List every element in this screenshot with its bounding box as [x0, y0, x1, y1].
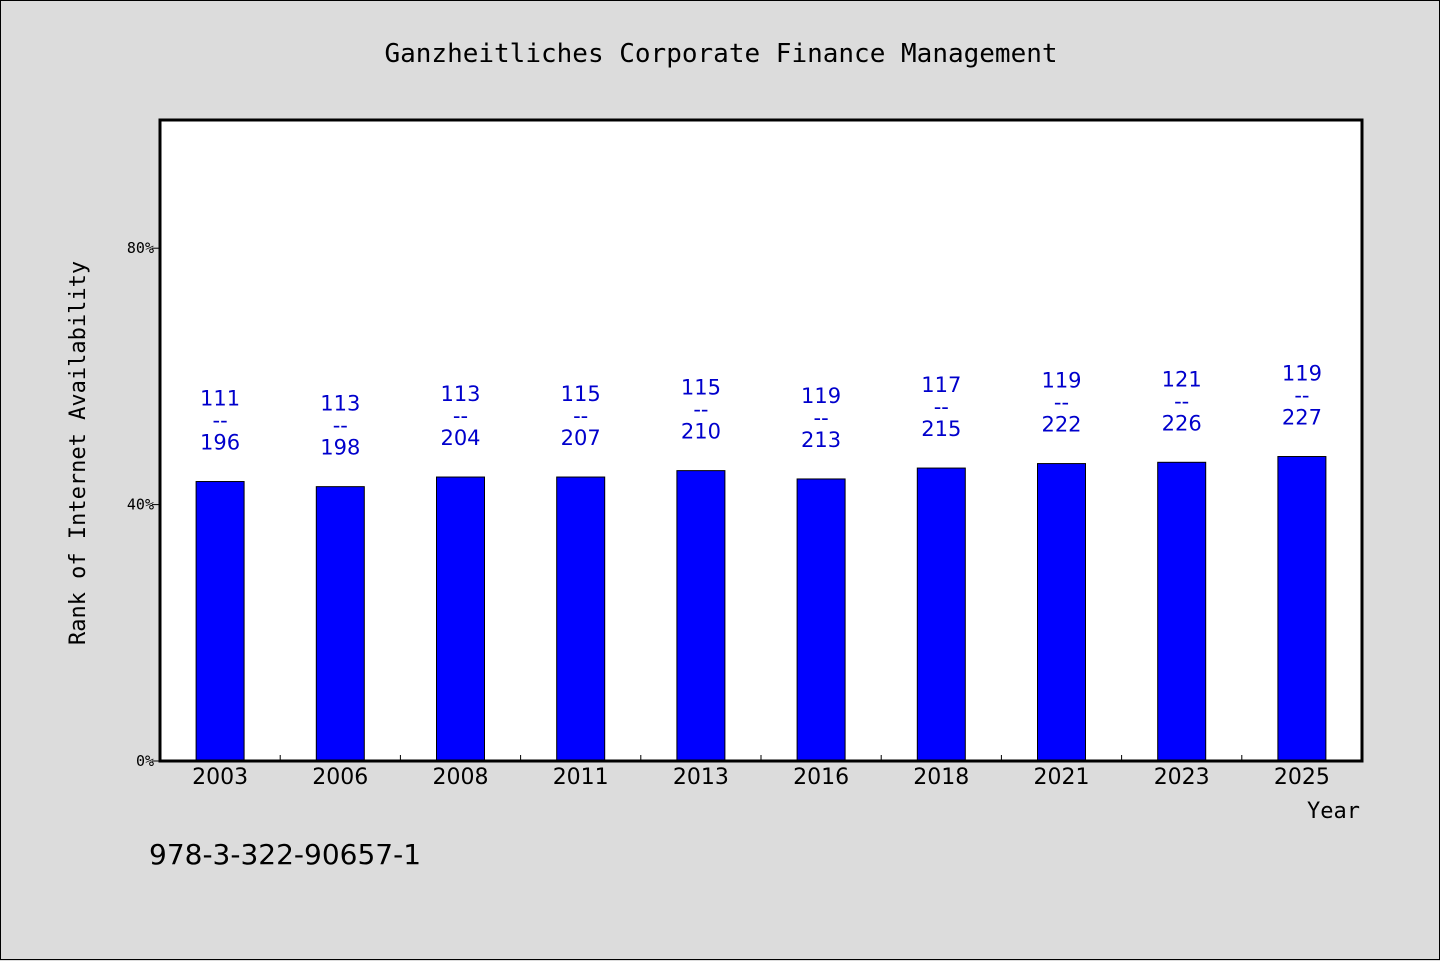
data-label-top: 119	[1041, 369, 1081, 393]
x-tick-label: 2023	[1154, 765, 1210, 790]
data-label-separator: --	[1054, 391, 1069, 415]
data-label-top: 121	[1162, 367, 1202, 391]
x-tick-label: 2025	[1274, 765, 1330, 790]
x-tick-label: 2011	[553, 765, 609, 790]
bar	[556, 476, 606, 762]
data-label-separator: --	[213, 409, 228, 433]
data-label-separator: --	[1174, 389, 1189, 413]
data-label-separator: --	[1294, 384, 1309, 408]
data-label-separator: --	[453, 404, 468, 428]
data-label-bottom: 213	[801, 428, 841, 452]
data-label-top: 111	[200, 387, 240, 411]
data-label-bottom: 207	[561, 426, 601, 450]
x-tick-label: 2006	[312, 765, 368, 790]
data-label-top: 117	[921, 373, 961, 397]
bar	[796, 478, 846, 762]
x-axis-title: Year	[1307, 799, 1360, 824]
data-labels-layer: 196--111198--113204--113207--115210--115…	[200, 362, 1322, 460]
data-label-separator: --	[333, 414, 348, 438]
bar	[315, 486, 365, 762]
data-label-bottom: 196	[200, 431, 240, 455]
x-tick-label: 2008	[433, 765, 489, 790]
data-label-bottom: 210	[681, 420, 721, 444]
bar	[1157, 461, 1207, 762]
data-label-top: 119	[801, 384, 841, 408]
data-label-top: 115	[561, 382, 601, 406]
x-tick-label: 2016	[793, 765, 849, 790]
data-label-bottom: 222	[1041, 413, 1081, 437]
data-label-top: 113	[320, 392, 360, 416]
x-tick-label: 2013	[673, 765, 729, 790]
y-tick-label: 40%	[127, 496, 154, 514]
data-label-separator: --	[814, 406, 829, 430]
bar	[676, 470, 726, 762]
data-label-top: 115	[681, 376, 721, 400]
x-axis: 2003 2006 2008 2011 2013 2016 2018 2021 2023 2025	[192, 755, 1330, 790]
data-label-bottom: 204	[440, 426, 480, 450]
x-tick-label: 2021	[1034, 765, 1090, 790]
x-tick-label: 2018	[913, 765, 969, 790]
data-label-bottom: 198	[320, 436, 360, 460]
bar	[195, 481, 245, 762]
y-tick-label: 80%	[127, 239, 154, 257]
y-tick-label: 0%	[136, 752, 154, 770]
data-label-separator: --	[573, 404, 588, 428]
data-label-bottom: 226	[1162, 411, 1202, 435]
bars-layer	[195, 456, 1327, 762]
bar	[436, 476, 485, 762]
data-label-top: 119	[1282, 362, 1322, 386]
y-axis: 0% 40% 80%	[127, 239, 160, 770]
bar	[916, 467, 966, 762]
bar	[1037, 463, 1086, 762]
y-axis-title: Rank of Internet Availability	[66, 261, 91, 645]
data-label-separator: --	[934, 395, 949, 419]
data-label-bottom: 227	[1282, 406, 1322, 430]
x-tick-label: 2003	[192, 765, 248, 790]
chart-title: Ganzheitliches Corporate Finance Managem…	[384, 39, 1057, 69]
data-label-bottom: 215	[921, 417, 961, 441]
footnote-isbn: 978-3-322-90657-1	[149, 838, 421, 871]
data-label-top: 113	[440, 382, 480, 406]
data-label-separator: --	[693, 398, 708, 422]
bar	[1277, 456, 1327, 762]
